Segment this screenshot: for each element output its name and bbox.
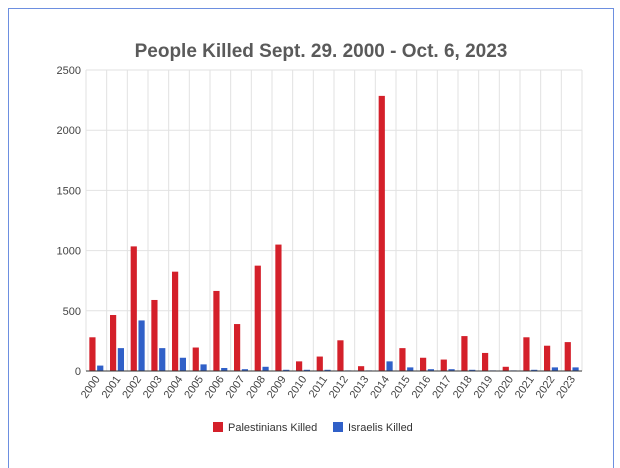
legend-swatch-palestinians — [213, 422, 223, 432]
bar-palestinians-2021 — [523, 337, 530, 371]
bar-israelis-2017 — [448, 369, 455, 371]
bar-israelis-2004 — [179, 357, 186, 371]
bar-israelis-2008 — [262, 366, 269, 371]
bar-palestinians-2001 — [110, 315, 117, 371]
bar-israelis-2011 — [324, 369, 331, 371]
bar-palestinians-2010 — [296, 361, 303, 371]
x-tick-label: 2022 — [534, 374, 558, 401]
x-tick-label: 2016 — [410, 374, 434, 401]
x-tick-label: 2000 — [79, 374, 103, 401]
x-axis-ticks: 2000200120022003200420052006200720082009… — [79, 374, 578, 401]
y-tick-label: 1000 — [57, 246, 81, 258]
y-tick-label: 500 — [63, 306, 81, 318]
chart-frame: People Killed Sept. 29. 2000 - Oct. 6, 2… — [8, 8, 614, 468]
bar-israelis-2016 — [427, 369, 434, 371]
x-tick-label: 2001 — [100, 374, 124, 401]
bar-palestinians-2003 — [151, 299, 158, 371]
bar-palestinians-2006 — [213, 290, 220, 371]
bar-israelis-2001 — [117, 348, 124, 371]
legend-label-palestinians: Palestinians Killed — [228, 422, 317, 434]
y-axis-ticks: 0 500 1000 1500 2000 2500 — [57, 65, 81, 378]
bar-palestinians-2023 — [564, 342, 571, 371]
bar-palestinians-2015 — [399, 348, 406, 371]
bar-israelis-2003 — [159, 348, 166, 371]
x-tick-label: 2007 — [224, 374, 248, 401]
x-tick-label: 2008 — [244, 374, 268, 401]
bars — [89, 95, 579, 372]
bar-palestinians-2017 — [440, 359, 447, 371]
bar-israelis-2023 — [572, 367, 579, 371]
bar-palestinians-2012 — [337, 340, 344, 371]
bar-palestinians-2009 — [275, 244, 282, 371]
bar-israelis-2005 — [200, 364, 207, 371]
legend-swatch-israelis — [333, 422, 343, 432]
bar-palestinians-2011 — [316, 356, 323, 371]
bar-palestinians-2014 — [378, 95, 385, 372]
bar-israelis-2007 — [241, 369, 248, 371]
bar-israelis-2009 — [283, 369, 290, 371]
x-tick-label: 2010 — [286, 374, 310, 401]
x-tick-label: 2006 — [203, 374, 227, 401]
bar-israelis-2015 — [407, 367, 414, 371]
bar-chart: People Killed Sept. 29. 2000 - Oct. 6, 2… — [57, 41, 583, 434]
x-tick-label: 2019 — [472, 374, 496, 401]
bar-israelis-2002 — [138, 320, 145, 371]
bar-palestinians-2008 — [254, 265, 261, 371]
bar-israelis-2014 — [386, 361, 393, 371]
bar-palestinians-2000 — [89, 337, 96, 371]
bar-palestinians-2016 — [420, 357, 427, 371]
bar-palestinians-2018 — [461, 336, 468, 371]
x-tick-label: 2012 — [327, 374, 351, 401]
bar-israelis-2022 — [551, 367, 558, 371]
bar-palestinians-2019 — [482, 352, 489, 371]
x-tick-label: 2015 — [389, 374, 413, 401]
bar-israelis-2018 — [469, 369, 476, 371]
bar-israelis-2006 — [221, 367, 228, 371]
bar-palestinians-2007 — [234, 324, 241, 371]
x-tick-label: 2005 — [182, 374, 206, 401]
x-tick-label: 2014 — [368, 374, 392, 401]
x-tick-label: 2009 — [265, 374, 289, 401]
x-tick-label: 2020 — [492, 374, 516, 401]
x-tick-label: 2023 — [554, 374, 578, 401]
chart-title: People Killed Sept. 29. 2000 - Oct. 6, 2… — [135, 41, 508, 62]
x-tick-label: 2013 — [348, 374, 372, 401]
bar-palestinians-2022 — [544, 345, 551, 371]
legend: Palestinians Killed Israelis Killed — [213, 422, 413, 434]
y-tick-label: 2500 — [57, 65, 81, 77]
bar-israelis-2010 — [303, 369, 310, 371]
legend-label-israelis: Israelis Killed — [348, 422, 413, 434]
bar-israelis-2000 — [97, 365, 104, 371]
x-tick-label: 2021 — [513, 374, 537, 401]
x-tick-label: 2018 — [451, 374, 475, 401]
bar-palestinians-2004 — [172, 271, 179, 371]
y-tick-label: 1500 — [57, 185, 81, 197]
gridlines — [85, 69, 583, 371]
bar-israelis-2021 — [531, 369, 538, 371]
bar-palestinians-2005 — [192, 347, 199, 371]
x-tick-label: 2011 — [307, 374, 330, 400]
y-tick-label: 0 — [75, 366, 81, 378]
y-tick-label: 2000 — [57, 125, 81, 137]
bar-palestinians-2013 — [358, 366, 365, 371]
bar-palestinians-2002 — [130, 246, 137, 371]
x-tick-label: 2002 — [120, 374, 144, 401]
x-tick-label: 2003 — [141, 374, 165, 401]
x-tick-label: 2004 — [162, 374, 186, 401]
x-tick-label: 2017 — [430, 374, 454, 401]
bar-palestinians-2020 — [502, 366, 509, 371]
